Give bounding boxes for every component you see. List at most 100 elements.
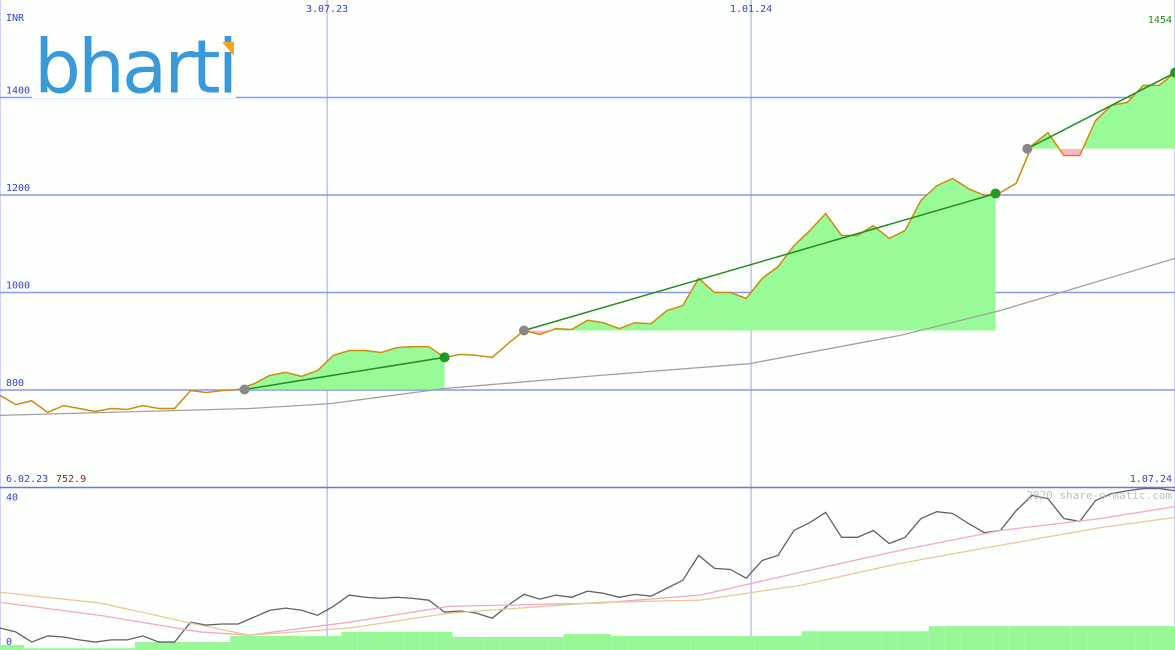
volume-bar (992, 626, 1009, 650)
volume-bar (1008, 626, 1025, 650)
volume-bar (420, 631, 437, 650)
x-tick-label: 1.07.24 (1130, 474, 1172, 485)
series-line (0, 516, 1175, 636)
volume-bar (309, 635, 326, 650)
volume-bar (722, 635, 739, 650)
volume-bar (547, 637, 564, 650)
volume-bar (627, 635, 644, 650)
volume-bar (706, 635, 723, 650)
trend-line (244, 356, 445, 391)
volume-bar (1103, 626, 1120, 650)
volume-bar (500, 637, 517, 650)
volume-bar (643, 635, 659, 650)
volume-bar (595, 634, 612, 650)
y-tick-label: 40 (6, 493, 18, 504)
watermark: 2020 share-o-matic.com (1026, 489, 1172, 502)
volume-bar (1167, 626, 1175, 650)
volume-bar (849, 631, 866, 650)
currency-label: INR (6, 13, 25, 24)
volume-bar (325, 635, 342, 650)
volume-bar (1135, 626, 1152, 650)
volume-bar (261, 635, 278, 650)
volume-bar (1071, 626, 1088, 650)
volume-bar (357, 631, 374, 650)
volume-bar (801, 631, 818, 650)
signal-end (990, 188, 1001, 199)
volume-bar (516, 637, 532, 650)
volume-bar (373, 631, 390, 650)
series-line (0, 505, 1175, 636)
logo-background (32, 32, 236, 98)
volume-bar (897, 631, 914, 650)
y-tick-label: 1000 (6, 281, 30, 292)
signal-end (439, 352, 450, 363)
volume-bar (166, 642, 183, 650)
volume-bar (246, 635, 262, 650)
volume-bar (928, 626, 945, 650)
volume-bar (436, 631, 453, 650)
volume-bar (1055, 626, 1072, 650)
logo-text: bharti (34, 25, 235, 111)
volume-bar (119, 648, 135, 650)
volume-bar (658, 635, 675, 650)
volume-bar (389, 631, 405, 650)
volume-bar (690, 635, 707, 650)
x-tick-label: 1.01.24 (730, 4, 772, 15)
volume-bar (1087, 626, 1104, 650)
volume-bar (754, 635, 771, 650)
volume-bar (674, 635, 691, 650)
volume-bar (611, 635, 628, 650)
volume-bar (0, 644, 8, 650)
volume-bar (913, 631, 929, 650)
volume-bar (71, 648, 88, 650)
volume-bar (563, 634, 580, 650)
x-tick-label: 3.07.23 (306, 4, 348, 15)
volume-bar (833, 631, 850, 650)
volume-bar (198, 642, 215, 650)
volume-bar (579, 634, 596, 650)
volume-bar (341, 631, 358, 650)
trend-line (1026, 71, 1175, 150)
volume-bar (87, 648, 104, 650)
logo: bharti (32, 25, 238, 111)
volume-bar (39, 648, 56, 650)
signal-start (239, 384, 250, 395)
volume-bar (103, 648, 120, 650)
volume-bar (1024, 626, 1041, 650)
volume-bar (881, 631, 898, 650)
loss-area (1027, 148, 1175, 157)
volume-bar (960, 626, 977, 650)
volume-bar (468, 637, 485, 650)
series-line (0, 487, 1175, 643)
gain-area (550, 178, 996, 331)
y-tick-label: 1200 (6, 183, 30, 194)
series-line (0, 257, 1175, 416)
y-tick-label: 0 (6, 637, 12, 648)
volume-bar (531, 637, 548, 650)
volume-bar (817, 631, 834, 650)
volume-bar (738, 635, 755, 650)
volume-bar (1119, 626, 1136, 650)
trend-line (523, 192, 996, 332)
volume-bar (7, 644, 24, 650)
volume-bar (55, 648, 72, 650)
volume-bar (1151, 626, 1168, 650)
volume-bar (1040, 626, 1056, 650)
volume-bar (277, 635, 294, 650)
volume-bar (134, 642, 151, 650)
volume-bar (214, 642, 231, 650)
volume-bar (230, 635, 247, 650)
volume-bar (770, 635, 786, 650)
start-value: 752.9 (56, 474, 86, 485)
last-value: 1454 (1148, 15, 1172, 26)
volume-bar (452, 637, 469, 650)
y-tick-label: 1400 (6, 86, 30, 97)
series-line (0, 72, 1175, 414)
volume-bar (23, 648, 40, 650)
volume-bar (865, 631, 882, 650)
signal-end (1170, 67, 1175, 78)
volume-bar (150, 642, 167, 650)
volume-bar (976, 626, 993, 650)
